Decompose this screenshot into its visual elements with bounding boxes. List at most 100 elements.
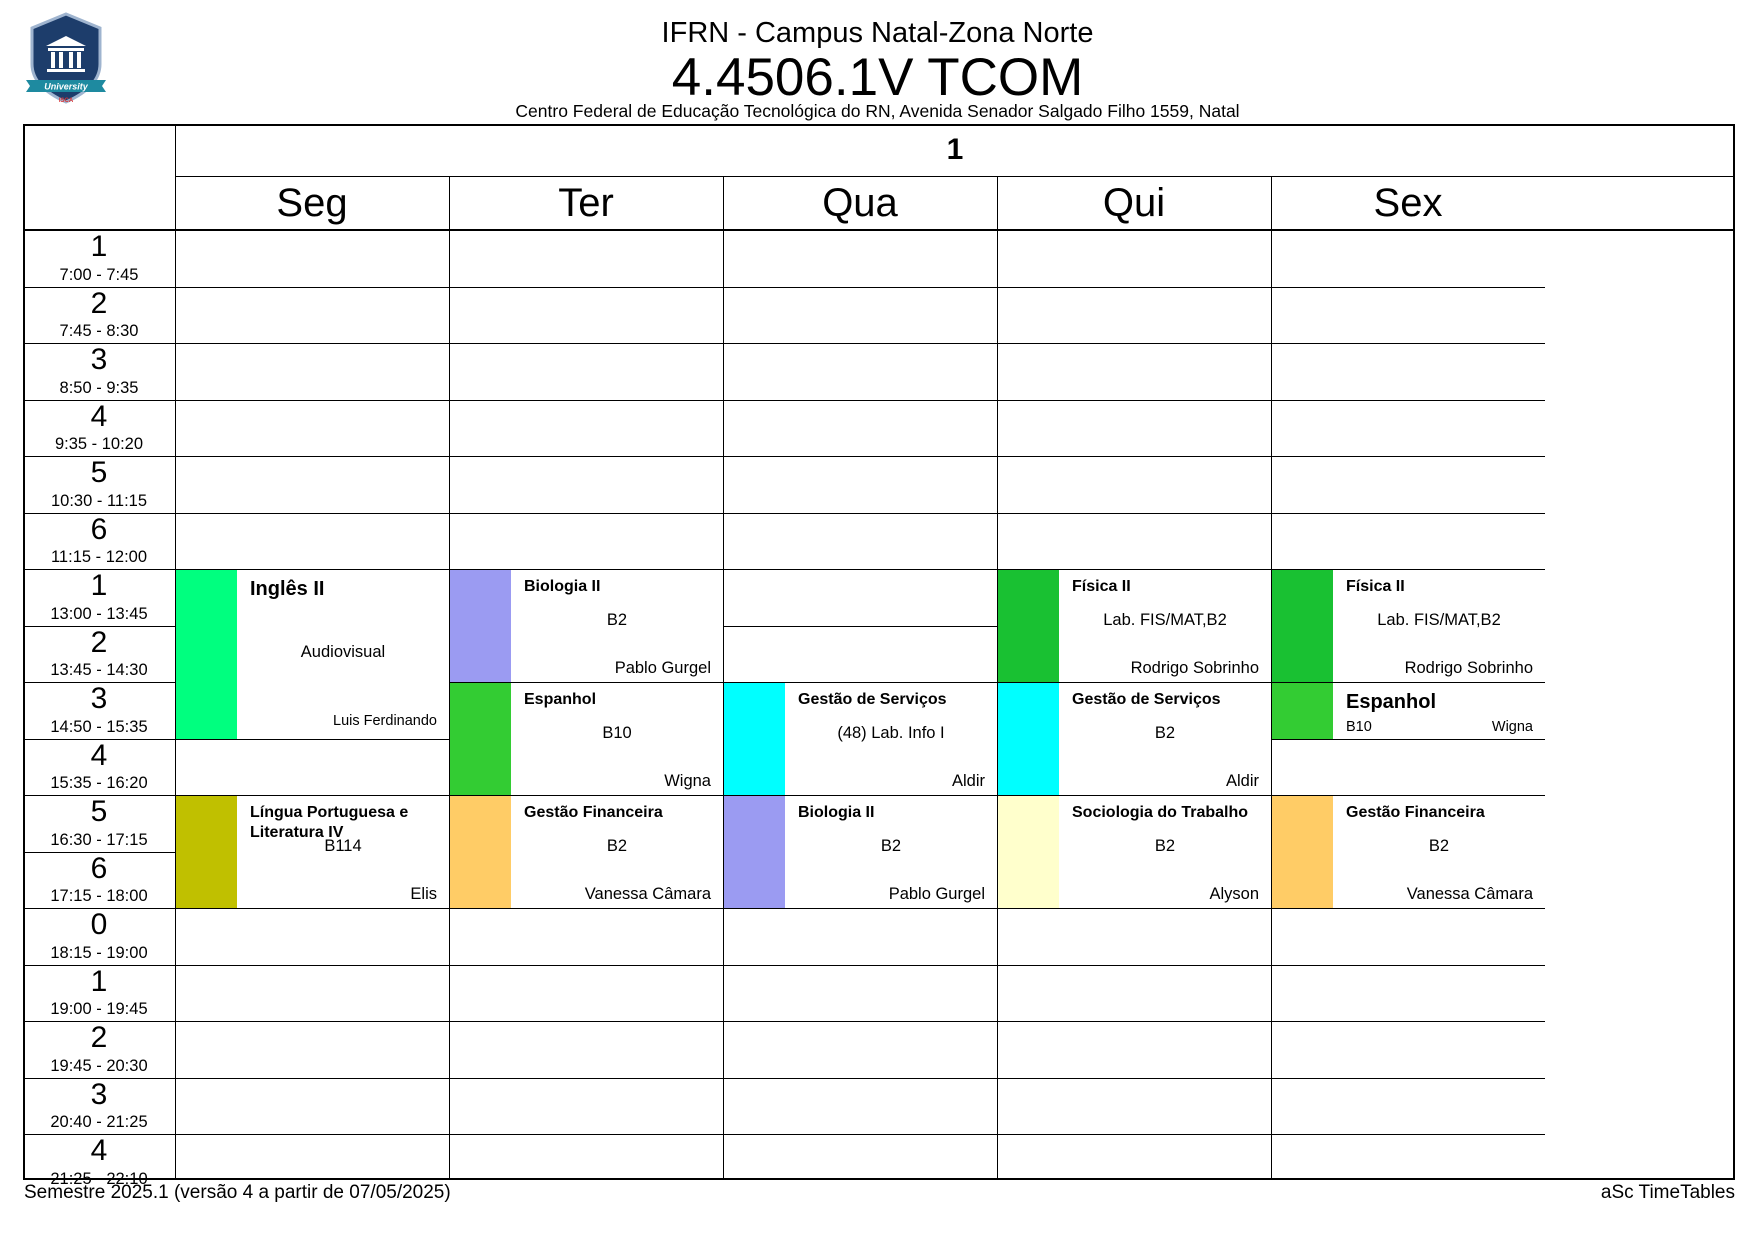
row-divider	[23, 738, 175, 740]
row-divider	[449, 682, 723, 683]
row-divider	[1271, 908, 1545, 909]
period-cell: 3 20:40 - 21:25	[23, 1078, 175, 1135]
grid-frame	[23, 124, 1735, 1180]
period-number: 0	[90, 908, 108, 941]
row-divider	[23, 399, 175, 401]
lesson-room: Audiovisual	[300, 643, 386, 662]
row-divider	[1271, 682, 1545, 683]
row-divider	[723, 1021, 997, 1022]
row-divider	[23, 1077, 175, 1079]
period-time: 20:40 - 21:25	[50, 1113, 148, 1131]
lesson-card: Língua Portuguesa e Literatura IV B114 Eli…	[176, 796, 449, 908]
period-number: 5	[90, 456, 108, 489]
lesson-subject: Espanhol	[524, 691, 597, 708]
period-time: 14:50 - 15:35	[50, 717, 148, 736]
row-divider	[175, 286, 449, 288]
row-divider	[23, 908, 175, 909]
row-divider	[723, 682, 997, 683]
row-divider	[23, 964, 175, 966]
row-divider	[1271, 286, 1545, 288]
lesson-teacher: Aldir	[951, 772, 985, 790]
row-divider	[449, 964, 723, 966]
svg-text:University: University	[44, 82, 89, 92]
period-time: 19:00 - 19:45	[50, 1000, 148, 1018]
period-number: 4	[90, 1134, 108, 1167]
period-number: 2	[90, 1021, 108, 1054]
row-divider	[997, 1021, 1271, 1022]
row-divider	[723, 512, 997, 514]
lesson-room: Lab. FIS/MAT,B2	[1103, 611, 1227, 629]
subject-color-strip	[724, 683, 785, 795]
lesson-subject: Gestão de Serviços	[798, 691, 947, 708]
class-title: 4.4506.1V TCOM	[671, 48, 1084, 107]
period-time: 13:45 - 14:30	[50, 661, 148, 679]
row-divider	[1271, 343, 1545, 344]
row-divider	[997, 795, 1271, 796]
column-divider	[723, 177, 724, 1180]
period-cell: 4 15:35 - 16:20	[23, 739, 175, 796]
lesson-teacher: Luis Ferdinando	[333, 712, 437, 729]
row-divider	[723, 795, 997, 796]
row-divider	[449, 286, 723, 288]
row-divider	[175, 512, 449, 514]
week-label: 1	[946, 133, 964, 166]
lesson-teacher: Wigna	[664, 772, 711, 790]
row-divider	[723, 625, 997, 627]
lesson-card: Espanhol B10 Wigna	[450, 683, 723, 795]
period-number: 1	[90, 230, 108, 263]
lesson-subject: Sociologia do Trabalho	[1072, 804, 1249, 821]
lesson-subject: Física II	[1072, 578, 1131, 595]
row-divider	[997, 1077, 1271, 1079]
subject-color-strip	[450, 683, 511, 795]
lesson-card: Inglês II Audiovisual Luis Ferdinando	[176, 570, 449, 739]
column-divider	[449, 177, 450, 1180]
row-divider	[23, 1021, 175, 1022]
period-number: 6	[90, 851, 108, 885]
period-number: 5	[90, 795, 108, 828]
row-divider	[23, 1134, 175, 1135]
row-divider	[997, 286, 1271, 288]
row-divider	[449, 1134, 723, 1135]
lesson-room: B2	[1154, 724, 1176, 742]
week-divider	[175, 176, 1735, 177]
row-divider	[23, 682, 175, 683]
row-divider	[449, 456, 723, 457]
lesson-subject: Gestão Financeira	[524, 804, 663, 821]
lesson-subject: Espanhol	[1346, 691, 1437, 713]
row-divider	[723, 1134, 997, 1135]
row-divider	[997, 512, 1271, 514]
lesson-teacher: Rodrigo Sobrinho	[1404, 659, 1533, 677]
period-time: 18:15 - 19:00	[50, 943, 148, 962]
row-divider	[23, 795, 175, 796]
lesson-card: Gestão de Serviços B2 Aldir	[998, 683, 1271, 795]
period-number: 2	[90, 286, 108, 320]
period-number: 3	[90, 1077, 108, 1111]
period-time: 7:45 - 8:30	[59, 322, 139, 340]
subject-color-strip	[998, 796, 1059, 908]
row-divider	[449, 512, 723, 514]
row-divider	[23, 343, 175, 344]
lesson-room: B2	[880, 837, 902, 855]
row-divider	[175, 1021, 449, 1022]
day-header-sex: Sex	[1373, 181, 1443, 225]
lesson-card: Sociologia do Trabalho B2 Alyson	[998, 796, 1271, 908]
lesson-card: Gestão Financeira B2 Vanessa Câmara	[1272, 796, 1545, 908]
lesson-card: Espanhol B10 Wigna	[1272, 683, 1545, 739]
row-divider	[175, 343, 449, 344]
svg-text:ISCA: ISCA	[59, 98, 74, 104]
row-divider	[723, 399, 997, 401]
lesson-subject: Biologia II	[798, 804, 875, 821]
row-divider	[23, 286, 175, 288]
column-divider	[1271, 177, 1272, 1180]
subject-color-strip	[998, 570, 1059, 682]
row-divider	[1271, 964, 1545, 966]
header-divider	[23, 229, 1735, 231]
lesson-room: (48) Lab. Info I	[837, 724, 945, 742]
lesson-subject: Biologia II	[524, 578, 601, 595]
subject-color-strip	[176, 570, 237, 739]
period-number: 1	[90, 569, 108, 602]
row-divider	[449, 343, 723, 344]
period-cell: 2 7:45 - 8:30	[23, 287, 175, 344]
period-time: 9:35 - 10:20	[54, 435, 144, 453]
period-time: 13:00 - 13:45	[50, 604, 148, 623]
